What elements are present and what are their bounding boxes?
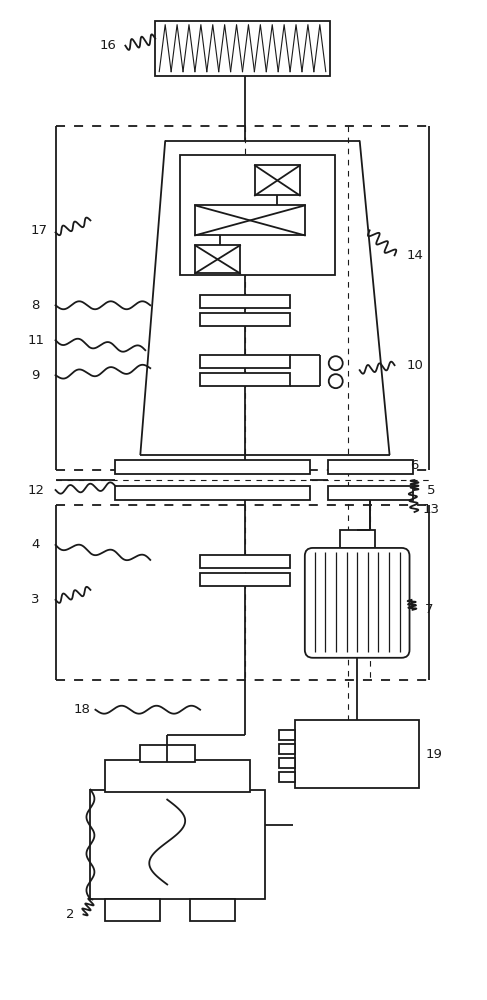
Text: 3: 3 (31, 593, 40, 606)
FancyBboxPatch shape (305, 548, 410, 658)
Text: 8: 8 (31, 299, 40, 312)
Text: 5: 5 (427, 484, 436, 497)
Bar (255, 165, 300, 195)
Text: 13: 13 (423, 503, 440, 516)
Text: 7: 7 (425, 603, 434, 616)
Text: 18: 18 (74, 703, 91, 716)
Bar (195, 205, 305, 235)
Bar (340, 530, 375, 548)
Bar (279, 758, 295, 768)
Text: 12: 12 (27, 484, 44, 497)
Bar (180, 155, 335, 275)
Bar (91, 790, 265, 899)
Bar (115, 460, 310, 474)
Bar (200, 313, 290, 326)
Bar (200, 555, 290, 568)
Text: 14: 14 (406, 249, 423, 262)
Bar (105, 899, 160, 921)
Text: 10: 10 (406, 359, 423, 372)
Text: 17: 17 (30, 224, 47, 237)
Text: 4: 4 (31, 538, 40, 551)
Bar (328, 460, 412, 474)
Bar (279, 730, 295, 740)
Text: 2: 2 (66, 908, 75, 921)
Bar (200, 373, 290, 386)
Bar (200, 295, 290, 308)
Bar (200, 355, 290, 368)
Bar (279, 744, 295, 754)
Bar (155, 21, 330, 76)
Text: 16: 16 (100, 39, 117, 52)
Text: 9: 9 (31, 369, 40, 382)
Bar (279, 772, 295, 782)
Bar (105, 760, 250, 792)
Bar (115, 486, 310, 500)
Text: 6: 6 (411, 459, 419, 472)
Text: 11: 11 (27, 334, 44, 347)
Bar (328, 486, 412, 500)
Bar (295, 720, 419, 788)
Text: 19: 19 (426, 748, 443, 761)
Bar (195, 245, 240, 273)
Bar (200, 573, 290, 586)
Bar (140, 745, 195, 762)
Bar (190, 899, 235, 921)
